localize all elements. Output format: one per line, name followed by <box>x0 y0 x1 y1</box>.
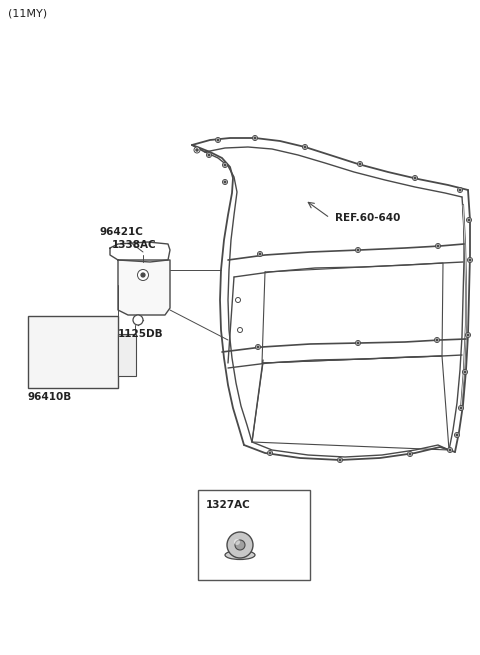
Circle shape <box>269 452 271 454</box>
Circle shape <box>467 334 469 336</box>
Circle shape <box>304 146 306 148</box>
Circle shape <box>434 337 440 343</box>
Circle shape <box>408 451 412 457</box>
Circle shape <box>224 181 226 183</box>
Text: 96410B: 96410B <box>28 392 72 402</box>
Circle shape <box>224 164 226 166</box>
Circle shape <box>469 259 471 261</box>
Circle shape <box>254 137 256 139</box>
Circle shape <box>458 405 464 411</box>
Circle shape <box>217 139 219 141</box>
Circle shape <box>456 434 458 436</box>
Bar <box>118 334 136 376</box>
Circle shape <box>359 163 361 165</box>
Circle shape <box>216 138 220 143</box>
Circle shape <box>223 179 228 185</box>
Text: 1338AC: 1338AC <box>112 240 156 250</box>
Circle shape <box>236 297 240 303</box>
Circle shape <box>357 342 359 344</box>
Bar <box>28 316 118 388</box>
Circle shape <box>141 273 145 277</box>
Circle shape <box>257 346 259 348</box>
Circle shape <box>409 453 411 455</box>
Circle shape <box>196 149 198 151</box>
Circle shape <box>227 532 253 558</box>
Circle shape <box>457 187 463 193</box>
Circle shape <box>255 345 261 350</box>
Circle shape <box>267 451 273 455</box>
Circle shape <box>414 177 416 179</box>
Circle shape <box>358 162 362 166</box>
Bar <box>198 490 310 580</box>
Circle shape <box>468 257 472 263</box>
Circle shape <box>235 540 245 550</box>
Circle shape <box>468 219 470 221</box>
Circle shape <box>412 176 418 181</box>
Circle shape <box>339 459 341 461</box>
Circle shape <box>257 252 263 257</box>
Circle shape <box>302 145 308 149</box>
Circle shape <box>436 339 438 341</box>
Circle shape <box>259 253 261 255</box>
Circle shape <box>459 189 461 191</box>
Circle shape <box>437 245 439 247</box>
Circle shape <box>206 153 212 157</box>
Text: 1125DB: 1125DB <box>118 329 164 339</box>
Circle shape <box>455 432 459 438</box>
Circle shape <box>223 162 228 168</box>
Ellipse shape <box>225 550 255 559</box>
Text: 96421C: 96421C <box>100 227 144 237</box>
Circle shape <box>208 154 210 156</box>
Circle shape <box>356 248 360 252</box>
Text: REF.60-640: REF.60-640 <box>335 213 400 223</box>
Text: 1327AC: 1327AC <box>206 500 251 510</box>
Circle shape <box>447 447 453 453</box>
Circle shape <box>464 371 466 373</box>
Polygon shape <box>118 260 170 315</box>
Circle shape <box>449 449 451 451</box>
Circle shape <box>356 341 360 345</box>
Circle shape <box>238 328 242 333</box>
Circle shape <box>337 457 343 462</box>
Circle shape <box>466 333 470 337</box>
Circle shape <box>463 369 468 375</box>
Circle shape <box>133 315 143 325</box>
Circle shape <box>467 217 471 223</box>
Circle shape <box>137 269 148 280</box>
Circle shape <box>435 244 441 248</box>
Circle shape <box>194 147 200 153</box>
Circle shape <box>252 136 257 141</box>
Text: (11MY): (11MY) <box>8 8 47 18</box>
Circle shape <box>357 249 359 251</box>
Circle shape <box>234 539 240 545</box>
Circle shape <box>460 407 462 409</box>
